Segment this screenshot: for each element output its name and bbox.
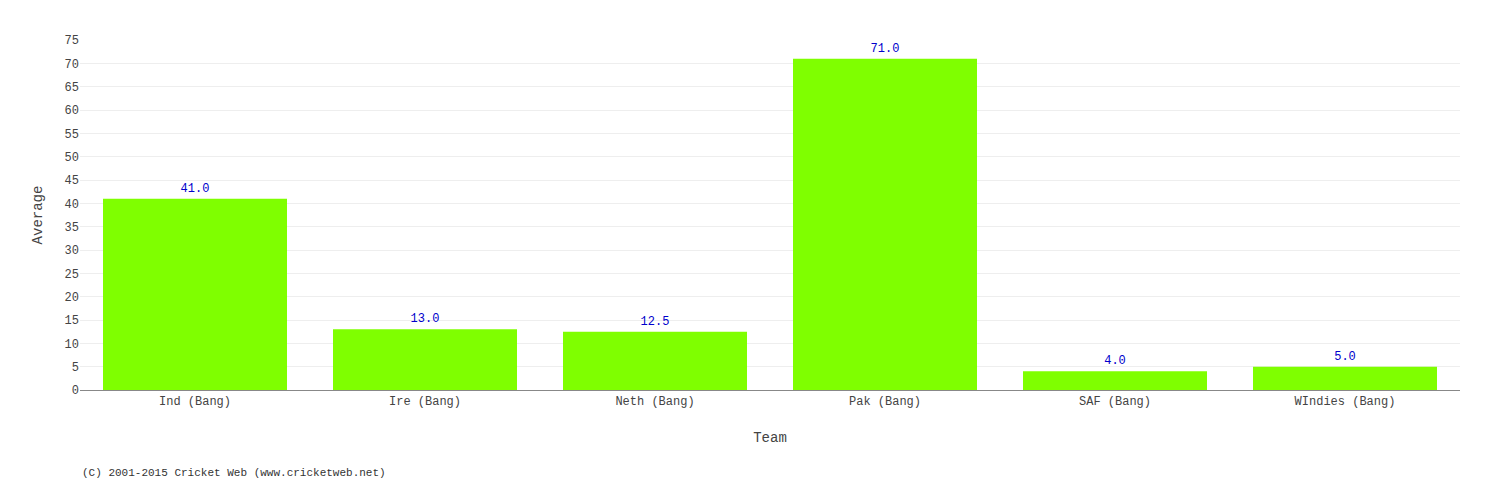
svg-text:0: 0 (72, 384, 79, 398)
svg-text:25: 25 (65, 268, 79, 282)
svg-text:Neth (Bang): Neth (Bang) (615, 395, 694, 409)
svg-text:60: 60 (65, 104, 79, 118)
svg-text:65: 65 (65, 81, 79, 95)
svg-text:4.0: 4.0 (1104, 354, 1126, 368)
svg-text:30: 30 (65, 244, 79, 258)
svg-text:5.0: 5.0 (1334, 350, 1356, 364)
svg-text:Average: Average (30, 186, 46, 245)
svg-text:75: 75 (65, 34, 79, 48)
svg-text:12.5: 12.5 (641, 315, 670, 329)
svg-text:40: 40 (65, 198, 79, 212)
svg-text:10: 10 (65, 338, 79, 352)
svg-text:50: 50 (65, 151, 79, 165)
svg-text:WIndies (Bang): WIndies (Bang) (1295, 395, 1396, 409)
svg-text:(C) 2001-2015 Cricket Web (www: (C) 2001-2015 Cricket Web (www.cricketwe… (82, 467, 386, 479)
svg-text:Ind (Bang): Ind (Bang) (159, 395, 231, 409)
svg-text:20: 20 (65, 291, 79, 305)
svg-text:70: 70 (65, 58, 79, 72)
svg-text:5: 5 (72, 361, 79, 375)
svg-text:71.0: 71.0 (871, 42, 900, 56)
svg-text:SAF (Bang): SAF (Bang) (1079, 395, 1151, 409)
svg-text:13.0: 13.0 (411, 312, 440, 326)
svg-text:41.0: 41.0 (181, 182, 210, 196)
svg-text:Pak (Bang): Pak (Bang) (849, 395, 921, 409)
svg-text:15: 15 (65, 314, 79, 328)
svg-text:35: 35 (65, 221, 79, 235)
svg-text:Team: Team (753, 430, 787, 446)
svg-text:45: 45 (65, 174, 79, 188)
svg-text:Ire (Bang): Ire (Bang) (389, 395, 461, 409)
svg-text:55: 55 (65, 128, 79, 142)
